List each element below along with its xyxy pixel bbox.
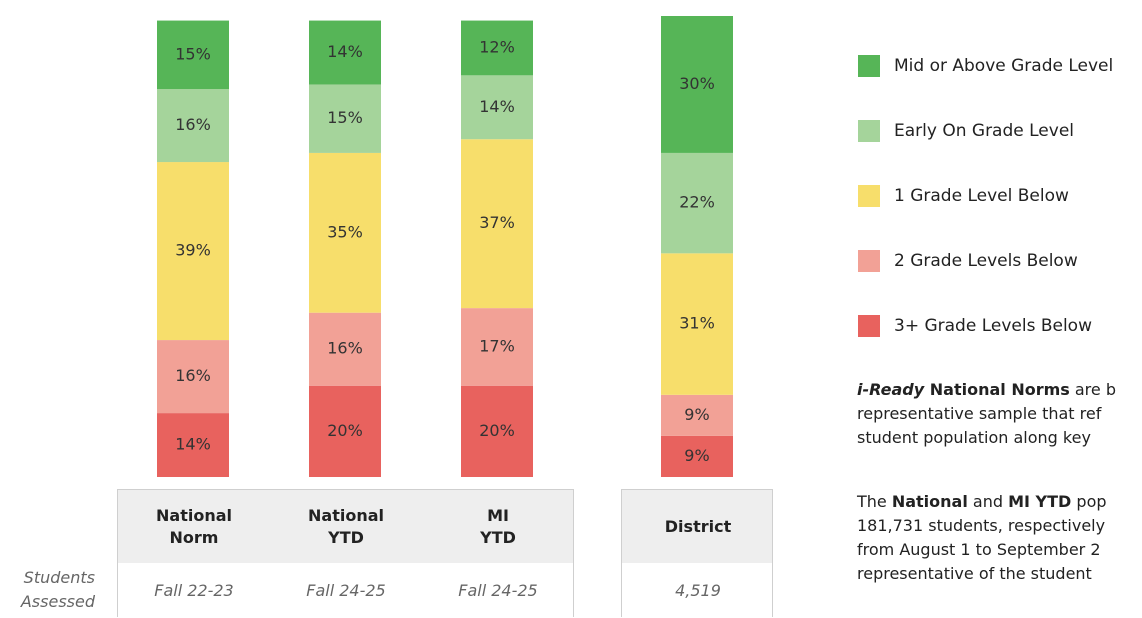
bar-segment xyxy=(309,152,381,313)
table-cell: Fall 22-23 xyxy=(154,581,234,600)
note-text: The xyxy=(857,492,892,511)
bar-segment xyxy=(661,16,733,153)
note-text: National xyxy=(891,492,968,511)
note-line: student population along key xyxy=(857,426,1116,450)
data-label: 15% xyxy=(175,44,211,63)
bar-segment xyxy=(461,308,533,386)
note-text: representative sample that ref xyxy=(857,404,1102,423)
column-label: National Norm xyxy=(156,505,232,547)
data-label: 20% xyxy=(479,421,515,440)
bar-segment xyxy=(461,75,533,140)
legend-label: 3+ Grade Levels Below xyxy=(894,316,1092,336)
note-line: from August 1 to September 2 xyxy=(857,538,1107,562)
bar-segment xyxy=(661,435,733,477)
bar-segment xyxy=(309,385,381,477)
bar-segment xyxy=(157,413,229,477)
bar-segment xyxy=(157,162,229,341)
legend-swatch xyxy=(858,120,880,142)
data-label: 20% xyxy=(327,421,363,440)
legend-swatch xyxy=(858,315,880,337)
note-text: i-Ready xyxy=(857,380,925,399)
data-label: 17% xyxy=(479,336,515,355)
data-label: 14% xyxy=(175,435,211,454)
bar-segment xyxy=(157,89,229,163)
legend-swatch xyxy=(858,250,880,272)
column-header: MI YTD xyxy=(480,490,516,563)
bar-segment xyxy=(461,385,533,477)
bar-segment xyxy=(157,20,229,90)
bar-segment xyxy=(309,20,381,85)
data-label: 22% xyxy=(679,193,715,212)
data-label: 9% xyxy=(684,446,709,465)
row-label: Students Assessed xyxy=(20,568,95,611)
note-text: are b xyxy=(1069,380,1116,399)
data-label: 31% xyxy=(679,314,715,333)
data-label: 39% xyxy=(175,241,211,260)
table-cell: Fall 24-25 xyxy=(306,581,386,600)
table-box: District 4,519 xyxy=(621,489,773,617)
note-text: from August 1 to September 2 xyxy=(857,540,1101,559)
bar-segment xyxy=(309,312,381,386)
bar-segment xyxy=(461,139,533,309)
bar-segment xyxy=(309,84,381,153)
data-label: 14% xyxy=(479,97,515,116)
column-header: District xyxy=(665,490,731,563)
table-cell: Fall 24-25 xyxy=(458,581,538,600)
legend-swatch xyxy=(858,55,880,77)
note-text: MI YTD xyxy=(1008,492,1072,511)
legend-label: Mid or Above Grade Level xyxy=(894,56,1113,76)
column-label: MI YTD xyxy=(480,505,516,547)
legend-label: 2 Grade Levels Below xyxy=(894,251,1078,271)
note-text: representative of the student xyxy=(857,564,1092,583)
note-line: representative of the student xyxy=(857,562,1107,586)
note-text: pop xyxy=(1071,492,1107,511)
bar-segment xyxy=(661,253,733,395)
data-label: 16% xyxy=(175,366,211,385)
data-label: 15% xyxy=(327,108,363,127)
table-header xyxy=(622,490,772,563)
note: The National and MI YTD pop 181,731 stude… xyxy=(857,490,1107,586)
legend-swatch xyxy=(858,185,880,207)
note: i-Ready National Norms are b representati… xyxy=(857,378,1116,450)
data-label: 16% xyxy=(175,115,211,134)
table-cell: 4,519 xyxy=(675,581,721,600)
bar-segment xyxy=(461,20,533,76)
bar-segment xyxy=(157,340,229,414)
note-text: and xyxy=(967,492,1009,511)
note-text: National Norms xyxy=(924,380,1070,399)
bar-segment xyxy=(661,394,733,436)
column-label: National YTD xyxy=(308,505,384,547)
legend-label: Early On Grade Level xyxy=(894,121,1074,141)
note-text: student population along key xyxy=(857,428,1091,447)
note-line: 181,731 students, respectively xyxy=(857,514,1107,538)
data-label: 12% xyxy=(479,37,515,56)
data-label: 37% xyxy=(479,213,515,232)
data-label: 30% xyxy=(679,74,715,93)
data-label: 16% xyxy=(327,339,363,358)
table-header xyxy=(118,490,573,563)
note-text: 181,731 students, respectively xyxy=(857,516,1106,535)
note-line: representative sample that ref xyxy=(857,402,1116,426)
note-line: i-Ready National Norms are b xyxy=(857,378,1116,402)
legend-label: 1 Grade Level Below xyxy=(894,186,1069,206)
note-line: The National and MI YTD pop xyxy=(857,490,1107,514)
column-header: National YTD xyxy=(308,490,384,563)
column-header: National Norm xyxy=(156,490,232,563)
bar-segment xyxy=(661,152,733,254)
table-box: National Norm Fall 22-23 National YTD Fall … xyxy=(117,489,574,617)
data-label: 9% xyxy=(684,405,709,424)
data-label: 14% xyxy=(327,42,363,61)
data-label: 35% xyxy=(327,222,363,241)
column-label: District xyxy=(664,516,732,536)
